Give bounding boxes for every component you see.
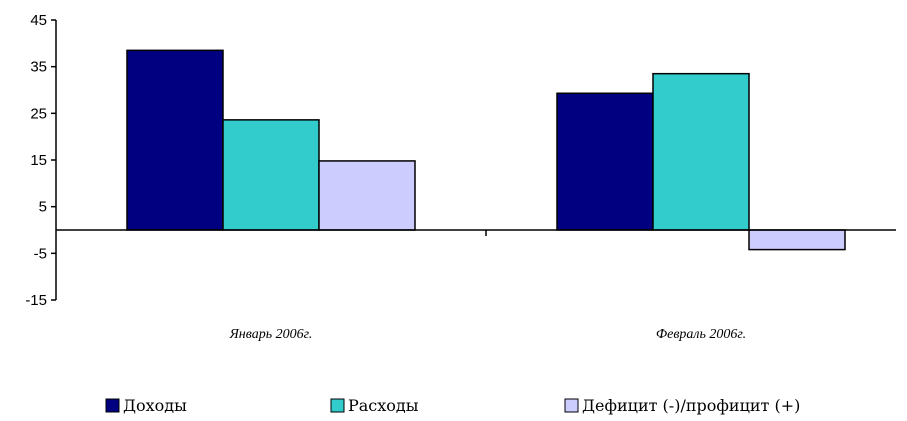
legend-swatch-1 — [105, 398, 120, 413]
bar-1-1 — [126, 49, 224, 231]
y-tick-label-1: 45 — [30, 12, 47, 29]
legend-label-1: Доходы — [123, 396, 187, 415]
bar-2-1 — [222, 119, 320, 231]
plot-area: 45 35 25 15 5 -5 -15 Январь 2006г. Февраль 2006г… — [25, 12, 896, 342]
bar-3-1 — [318, 160, 416, 231]
y-tick-label-5: 5 — [39, 199, 47, 216]
legend-swatch-3 — [564, 398, 579, 413]
y-tick-label-3: 25 — [30, 105, 47, 122]
bar-1-2 — [556, 92, 654, 231]
y-tick-label-4: 15 — [30, 152, 47, 169]
x-category-label-1: Январь 2006г. — [229, 327, 313, 342]
y-tick-label-2: 35 — [30, 59, 47, 76]
y-tick-label-6: -5 — [34, 245, 47, 262]
x-category-label-2: Февраль 2006г. — [656, 327, 746, 342]
bar-2-2 — [652, 72, 750, 231]
legend: Доходы Расходы Дефицит (-)/профицит (+) — [105, 396, 800, 415]
bar-3-2 — [748, 229, 846, 251]
legend-label-3: Дефицит (-)/профицит (+) — [582, 396, 800, 415]
y-tick-label-7: -15 — [25, 292, 47, 309]
legend-swatch-2 — [330, 398, 345, 413]
legend-label-2: Расходы — [348, 396, 419, 415]
